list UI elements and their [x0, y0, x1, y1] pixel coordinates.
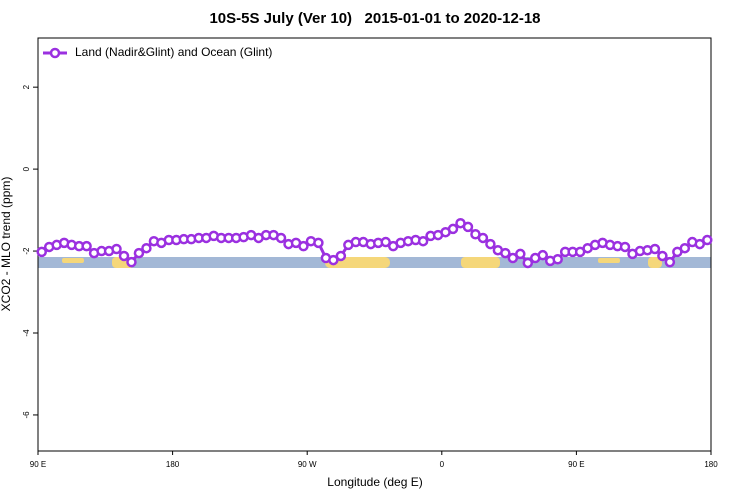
legend-marker [49, 47, 61, 59]
y-axis-label: XCO2 - MLO trend (ppm) [0, 177, 13, 312]
data-point [133, 247, 145, 259]
data-point [36, 246, 47, 258]
x-tick-label: 90 W [298, 460, 317, 469]
data-point [275, 232, 287, 244]
data-point [619, 241, 631, 253]
map-strip [38, 257, 711, 268]
data-point [313, 237, 324, 249]
data-point [126, 256, 137, 268]
x-tick-label: 90 E [30, 460, 46, 469]
data-point [118, 250, 130, 262]
data-point [679, 242, 691, 254]
legend-label: Land (Nadir&Glint) and Ocean (Glint) [75, 45, 272, 59]
data-point [702, 234, 713, 246]
x-axis-label: Longitude (deg E) [327, 475, 422, 489]
y-tick-label: 0 [22, 166, 31, 171]
plot-frame [37, 37, 712, 452]
chart-title: 10S-5S July (Ver 10) 2015-01-01 to 2020-… [209, 10, 540, 27]
y-tick-label: -2 [22, 247, 31, 255]
data-point [447, 223, 459, 235]
data-point [462, 221, 474, 233]
data-point [537, 249, 548, 261]
data-point [664, 256, 676, 268]
data-point [500, 247, 511, 259]
data-point [694, 238, 706, 250]
x-tick-label: 0 [440, 460, 445, 469]
data-point [522, 257, 534, 269]
data-point [380, 236, 391, 248]
y-tick-label: 2 [22, 84, 31, 89]
y-tick-label: -4 [22, 329, 31, 337]
x-tick-label: 180 [166, 460, 180, 469]
data-point [507, 252, 519, 264]
data-point [485, 238, 496, 250]
data-point [328, 254, 339, 266]
data-point [477, 232, 489, 244]
data-point [81, 240, 92, 252]
y-tick-label: -6 [22, 411, 31, 419]
data-point [141, 242, 152, 254]
x-tick-label: 90 E [568, 460, 584, 469]
data-point [657, 250, 668, 262]
data-point [649, 243, 661, 255]
data-point [552, 254, 563, 265]
data-point [335, 250, 347, 262]
data-point [417, 235, 429, 247]
data-point [111, 243, 122, 255]
data-point [298, 240, 309, 252]
x-tick-label: 180 [704, 460, 718, 469]
data-point [515, 248, 526, 260]
